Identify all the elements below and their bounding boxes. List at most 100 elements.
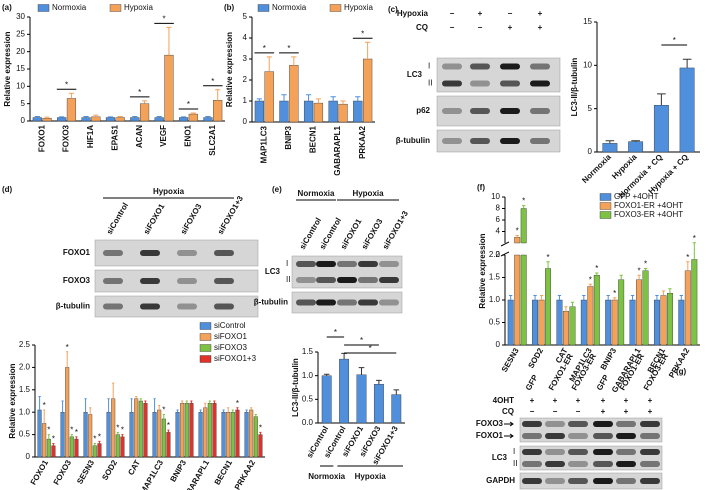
- y-tick-label: 0.5: [302, 394, 314, 403]
- x-tick-label: VEGF: [159, 125, 168, 147]
- bar: [580, 299, 587, 346]
- panel-label: (b): [224, 3, 235, 12]
- condition-mark: +: [553, 396, 558, 405]
- bar: [249, 409, 254, 458]
- error-bar: [619, 274, 623, 280]
- bar: [213, 99, 223, 122]
- x-tick-label: Normoxia: [580, 152, 613, 185]
- y-tick-label: 1.5: [489, 273, 501, 282]
- condition-label: CQ: [416, 23, 428, 32]
- band: [214, 278, 234, 284]
- band: [568, 461, 588, 467]
- error-bar: [158, 404, 161, 410]
- condition-mark: +: [601, 396, 606, 405]
- band: [379, 277, 399, 283]
- band: [470, 63, 490, 70]
- panel-label: (c): [388, 5, 398, 14]
- band: [296, 277, 316, 283]
- significance: *: [638, 266, 641, 275]
- bar: [32, 117, 42, 122]
- x-tick-label: BNIP3: [168, 458, 188, 483]
- column-label: siFOXO3: [179, 202, 204, 236]
- error-bar: [107, 116, 114, 118]
- error-bar: [112, 382, 115, 399]
- error-bar: [222, 409, 225, 413]
- x-tick-label: ACAN: [135, 125, 144, 148]
- y-axis-label: LC3-II/β-tubulin: [291, 358, 300, 417]
- x-tick-label: PRKAA2: [233, 458, 258, 490]
- error-bar: [250, 407, 253, 410]
- error-bar: [557, 295, 562, 300]
- significance: *: [187, 100, 190, 109]
- significance: *: [121, 426, 124, 435]
- band: [337, 299, 357, 306]
- bar: [42, 423, 47, 458]
- y-tick-label: 0: [21, 116, 26, 125]
- bar: [538, 299, 545, 346]
- error-bar: [686, 261, 690, 271]
- condition-label: 4OHT: [493, 396, 514, 405]
- bar: [184, 403, 189, 458]
- y-tick-label: 10: [491, 192, 500, 201]
- bar: [92, 445, 97, 458]
- band: [530, 108, 550, 114]
- bar: [37, 409, 42, 458]
- significance: *: [673, 36, 676, 45]
- legend-swatch: [599, 211, 612, 219]
- bar: [88, 414, 93, 458]
- bar: [666, 293, 673, 346]
- y-tick-label: 30: [16, 12, 25, 21]
- error-bar: [657, 93, 666, 106]
- bar: [660, 295, 667, 346]
- significance: *: [211, 77, 214, 86]
- band: [177, 303, 197, 310]
- condition-mark: +: [478, 9, 483, 18]
- bar: [134, 398, 139, 458]
- condition-mark: −: [450, 9, 455, 18]
- condition-mark: +: [530, 396, 535, 405]
- legend-label: GFP +4OHT: [614, 192, 659, 201]
- error-bar: [613, 297, 617, 300]
- error-bar: [679, 295, 683, 300]
- y-tick-label: 0: [26, 452, 31, 461]
- condition-label: Hypoxia: [397, 9, 429, 18]
- bar: [152, 412, 157, 458]
- y-tick-label: 0.0: [302, 418, 314, 427]
- y-tick-label: 5: [243, 12, 248, 21]
- error-bar: [515, 235, 519, 238]
- x-tick-label: FOXO3: [62, 124, 71, 152]
- panel-label: (a): [2, 3, 12, 12]
- bar: [691, 259, 698, 346]
- legend-swatch: [599, 193, 612, 201]
- group-label: Normoxia: [308, 472, 345, 481]
- condition-mark: −: [530, 407, 535, 416]
- band: [522, 433, 542, 439]
- band: [470, 80, 490, 87]
- bar: [611, 299, 618, 346]
- band: [379, 261, 399, 267]
- significance: *: [43, 401, 46, 410]
- bar: [157, 409, 162, 458]
- panel-label: (f): [477, 183, 485, 192]
- row-label: FOXO1: [63, 248, 91, 257]
- bar: [57, 117, 67, 122]
- bar: [106, 412, 111, 458]
- band: [530, 80, 550, 87]
- band: [522, 421, 542, 427]
- bar: [679, 67, 695, 153]
- error-bar: [130, 398, 133, 413]
- bar: [161, 418, 166, 458]
- blot-background: [436, 129, 561, 153]
- bar: [230, 412, 235, 458]
- bar: [129, 412, 134, 458]
- band: [616, 461, 636, 467]
- error-bar: [93, 114, 99, 117]
- band: [522, 449, 542, 455]
- band: [593, 461, 613, 467]
- error-bar: [364, 41, 371, 59]
- band: [545, 433, 565, 439]
- error-bar: [135, 396, 138, 399]
- x-tick-label: GABARAPL1: [333, 125, 342, 175]
- band: [103, 278, 123, 284]
- bar: [514, 237, 521, 346]
